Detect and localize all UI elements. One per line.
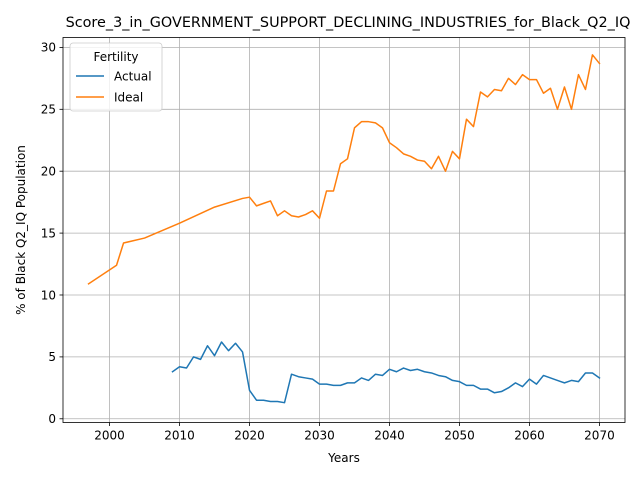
- x-tick-label: 2020: [234, 429, 265, 443]
- y-tick-label: 30: [41, 41, 56, 55]
- legend-label-actual: Actual: [114, 70, 152, 84]
- series-line-ideal: [87, 54, 601, 285]
- series-line-actual: [171, 341, 601, 404]
- y-tick-label: 15: [41, 226, 56, 240]
- legend-title: Fertility: [93, 50, 138, 64]
- legend-label-ideal: Ideal: [114, 91, 143, 105]
- plot-frame: [62, 37, 626, 423]
- series-lines: [87, 54, 601, 404]
- x-tick-label: 2070: [584, 429, 615, 443]
- x-tick-label: 2050: [444, 429, 475, 443]
- x-axis-label: Years: [327, 451, 360, 465]
- y-tick-label: 10: [41, 288, 56, 302]
- y-tick-label: 25: [41, 103, 56, 117]
- y-axis: 0 5 10 15 20 25 30: [41, 41, 63, 426]
- y-tick-label: 20: [41, 164, 56, 178]
- x-axis: 2000 2010 2020 2030 2040 2050 2060 2070: [94, 422, 615, 443]
- x-tick-label: 2040: [374, 429, 405, 443]
- y-tick-label: 5: [48, 350, 56, 364]
- x-tick-label: 2060: [514, 429, 545, 443]
- x-tick-label: 2010: [164, 429, 195, 443]
- y-tick-label: 0: [48, 412, 56, 426]
- x-tick-label: 2030: [304, 429, 335, 443]
- x-tick-label: 2000: [94, 429, 125, 443]
- chart-title: Score_3_in_GOVERNMENT_SUPPORT_DECLINING_…: [66, 15, 631, 31]
- legend-box: [69, 42, 163, 112]
- legend: Fertility Actual Ideal: [69, 42, 163, 112]
- y-axis-label: % of Black Q2_IQ Population: [14, 145, 28, 315]
